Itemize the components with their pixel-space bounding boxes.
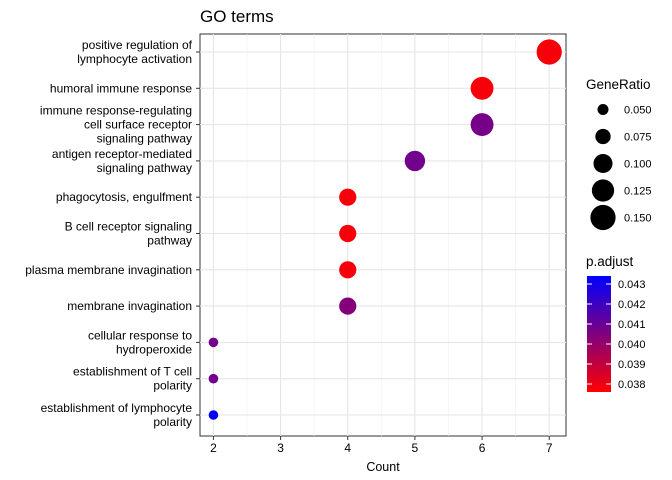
data-point (208, 410, 219, 420)
legend-size-label: 0.100 (624, 159, 652, 171)
legend-color-label: 0.038 (618, 379, 646, 391)
legend-color-label: 0.041 (618, 319, 646, 331)
y-tick-label: cell surface receptor (84, 118, 192, 132)
y-tick-label: B cell receptor signaling (65, 220, 192, 234)
legend-color-label: 0.043 (618, 279, 646, 291)
y-tick-label: establishment of lymphocyte (41, 401, 193, 415)
data-point (470, 76, 494, 100)
x-tick-label: 7 (546, 441, 553, 455)
legend-color-label: 0.040 (618, 339, 646, 351)
data-point (339, 261, 357, 279)
legend-color-label: 0.039 (618, 359, 646, 371)
legend-size-key (595, 128, 611, 145)
plot-panel (199, 33, 567, 437)
legend-size-key (591, 179, 615, 202)
x-axis-title: Count (366, 460, 400, 474)
data-point (536, 39, 562, 65)
major-gridlines (200, 34, 566, 436)
y-tick-label: hydroperoxide (116, 342, 192, 356)
y-tick-label: polarity (153, 415, 192, 429)
legend-size-label: 0.075 (624, 132, 652, 144)
y-tick-label: signaling pathway (97, 132, 192, 146)
legend-size-key (593, 153, 613, 174)
x-tick-label: 2 (210, 441, 217, 455)
y-tick-label: antigen receptor-mediated (52, 147, 192, 161)
data-points (208, 39, 562, 420)
x-tick-label: 4 (344, 441, 351, 455)
x-tick-label: 6 (479, 441, 486, 455)
legend-size-label: 0.050 (624, 105, 652, 117)
data-point (339, 224, 357, 243)
x-axis: 2 3 4 5 6 7 (210, 436, 553, 455)
x-tick-label: 5 (412, 441, 419, 455)
legend-size-key (597, 103, 609, 116)
y-tick-label: positive regulation of (82, 38, 193, 52)
data-point (208, 373, 219, 384)
y-tick-label: phagocytosis, engulfment (56, 190, 193, 204)
y-tick-label: immune response-regulating (40, 104, 192, 118)
y-tick-label: lymphocyte activation (77, 52, 192, 66)
minor-gridlines (246, 34, 516, 436)
x-tick-label: 3 (277, 441, 284, 455)
p-adjust-legend: p.adjust 0.043 0.042 0.041 0.040 0.039 0.038 (586, 254, 646, 392)
y-tick-label: membrane invagination (67, 299, 192, 313)
y-tick-label: plasma membrane invagination (25, 263, 192, 277)
legend-size-label: 0.125 (624, 186, 652, 198)
y-tick-label: humoral immune response (50, 81, 192, 95)
y-tick-label: signaling pathway (97, 161, 192, 175)
y-tick-label: pathway (147, 234, 192, 248)
y-tick-label: polarity (153, 379, 192, 393)
data-point (404, 150, 426, 172)
legend-size-key (590, 204, 616, 231)
legend-size-label: 0.150 (624, 213, 652, 225)
data-point (339, 188, 357, 206)
data-point (339, 297, 357, 315)
y-tick-label: establishment of T cell (73, 365, 192, 379)
data-point (470, 113, 494, 137)
y-tick-label: cellular response to (88, 328, 192, 342)
gene-ratio-legend: GeneRatio 0.050 0.075 0.100 0.125 0.150 (586, 77, 652, 231)
legend-title-p-adjust: p.adjust (586, 254, 634, 269)
chart-title: GO terms (200, 7, 274, 26)
legend-color-label: 0.042 (618, 299, 646, 311)
legend-title-gene-ratio: GeneRatio (586, 77, 651, 92)
legend-color-bar (587, 276, 611, 392)
data-point (208, 337, 219, 348)
